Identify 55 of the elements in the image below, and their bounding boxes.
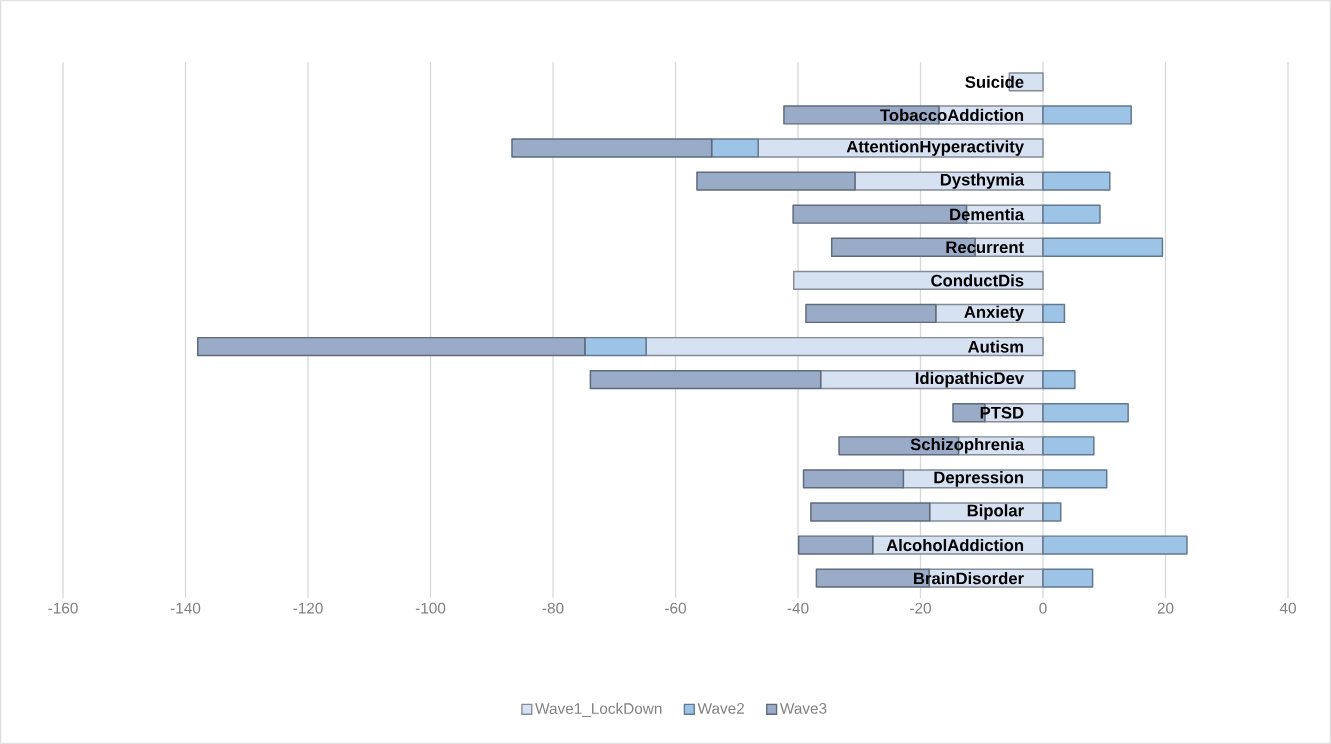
- x-tick-label: -20: [910, 602, 931, 614]
- x-tick-label: -80: [542, 602, 564, 614]
- bar: [1042, 204, 1101, 224]
- y-tick-label: PTSD: [980, 406, 1024, 419]
- bar: [797, 535, 874, 555]
- y-tick-label: AttentionHyperactivity: [846, 140, 1024, 156]
- bar: [802, 469, 905, 489]
- x-tick-label: -160: [48, 602, 78, 614]
- y-tick-label: Recurrent: [946, 241, 1024, 254]
- bar: [1042, 568, 1094, 588]
- bar: [710, 138, 759, 158]
- y-tick-label: ConductDis: [931, 274, 1024, 287]
- y-tick-label: Dysthymia: [940, 173, 1025, 189]
- bar: [854, 171, 1044, 191]
- bar: [1042, 436, 1095, 456]
- bar: [645, 336, 1044, 357]
- bar: [511, 138, 713, 158]
- bar: [197, 336, 586, 357]
- bar: [805, 303, 937, 324]
- bar: [589, 369, 822, 390]
- x-tick-label: -100: [415, 602, 446, 614]
- x-tick-label: -120: [293, 602, 323, 614]
- bar: [1042, 469, 1108, 489]
- y-tick-label: Depression: [934, 471, 1024, 487]
- bar: [1042, 105, 1132, 125]
- bar: [584, 336, 647, 357]
- y-tick-label: Dementia: [950, 208, 1025, 221]
- y-tick-label: Anxiety: [964, 305, 1024, 322]
- y-tick-label: Suicide: [965, 75, 1024, 88]
- legend-label: Wave2: [697, 702, 744, 714]
- bar: [1042, 171, 1111, 191]
- y-tick-label: TobaccoAddiction: [880, 108, 1024, 122]
- x-tick-label: -60: [665, 602, 686, 614]
- bar: [696, 171, 856, 191]
- y-tick-label: AlcoholAddiction: [886, 538, 1024, 552]
- bar: [1042, 303, 1066, 324]
- bar: [1042, 535, 1188, 555]
- bar: [1042, 403, 1129, 423]
- legend-label: Wave1_LockDown: [535, 702, 662, 717]
- x-tick-label: -40: [787, 602, 809, 614]
- bar: [792, 270, 1044, 291]
- bar: [1042, 237, 1164, 257]
- x-tick-label: 0: [1039, 602, 1047, 614]
- bar: [1042, 369, 1076, 390]
- x-tick-label: -140: [170, 602, 201, 614]
- legend-label: Wave3: [780, 702, 827, 714]
- x-tick-label: 40: [1279, 602, 1296, 614]
- y-tick-label: IdiopathicDev: [915, 371, 1025, 388]
- y-tick-label: Bipolar: [967, 504, 1024, 520]
- bar: [1042, 502, 1062, 522]
- y-tick-label: Autism: [968, 340, 1024, 353]
- x-tick-label: 20: [1157, 602, 1174, 614]
- y-tick-label: BrainDisorder: [914, 572, 1024, 585]
- y-tick-label: Schizophrenia: [910, 438, 1025, 454]
- bar: [810, 502, 931, 522]
